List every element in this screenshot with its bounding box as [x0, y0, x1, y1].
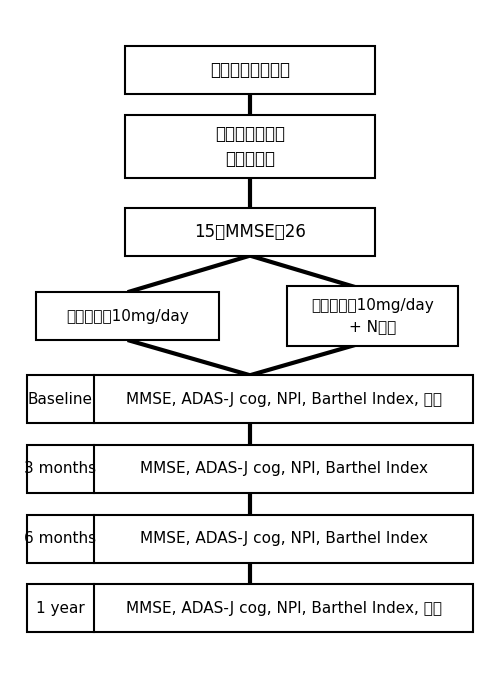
Text: アリセプト10mg/day
+ N陳皮: アリセプト10mg/day + N陳皮: [311, 298, 434, 334]
Text: MMSE, ADAS-J cog, NPI, Barthel Index: MMSE, ADAS-J cog, NPI, Barthel Index: [140, 531, 428, 546]
Text: MMSE, ADAS-J cog, NPI, Barthel Index: MMSE, ADAS-J cog, NPI, Barthel Index: [140, 462, 428, 476]
Text: アリセプト内服
一年間以上: アリセプト内服 一年間以上: [215, 125, 285, 168]
Bar: [125, 115, 375, 179]
Bar: [125, 208, 375, 255]
Bar: [27, 515, 473, 563]
Bar: [36, 292, 219, 340]
Text: Baseline: Baseline: [28, 392, 93, 407]
Bar: [27, 445, 473, 493]
Text: 15＜MMSE＜26: 15＜MMSE＜26: [194, 223, 306, 241]
Text: MMSE, ADAS-J cog, NPI, Barthel Index, 採血: MMSE, ADAS-J cog, NPI, Barthel Index, 採血: [126, 392, 442, 407]
Bar: [125, 46, 375, 94]
Text: MMSE, ADAS-J cog, NPI, Barthel Index, 採血: MMSE, ADAS-J cog, NPI, Barthel Index, 採血: [126, 601, 442, 616]
Text: 3 months: 3 months: [24, 462, 97, 476]
Bar: [27, 375, 473, 423]
Text: アリセプト10mg/day: アリセプト10mg/day: [66, 309, 189, 324]
Bar: [287, 286, 458, 346]
Text: 1 year: 1 year: [36, 601, 85, 616]
Bar: [27, 585, 473, 632]
Text: 6 months: 6 months: [24, 531, 97, 546]
Text: アルツハイマー病: アルツハイマー病: [210, 62, 290, 80]
